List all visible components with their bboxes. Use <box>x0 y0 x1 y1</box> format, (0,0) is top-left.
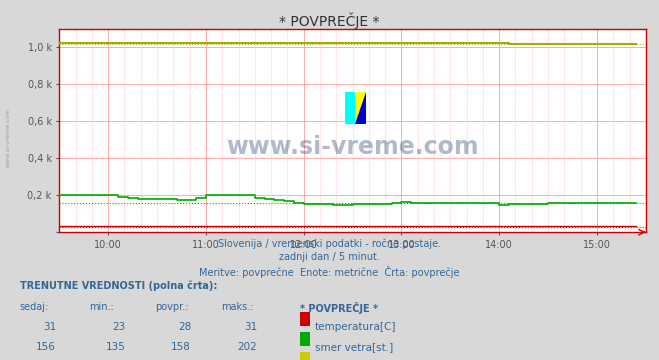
Text: min.:: min.: <box>89 302 114 312</box>
FancyBboxPatch shape <box>345 92 355 125</box>
Text: 31: 31 <box>43 322 56 332</box>
Text: www.si-vreme.com: www.si-vreme.com <box>5 107 11 167</box>
Text: povpr.:: povpr.: <box>155 302 188 312</box>
Text: 202: 202 <box>237 342 257 352</box>
Text: www.si-vreme.com: www.si-vreme.com <box>226 135 479 159</box>
Text: zadnji dan / 5 minut.: zadnji dan / 5 minut. <box>279 252 380 262</box>
Text: 156: 156 <box>36 342 56 352</box>
Text: * POVPREČJE *: * POVPREČJE * <box>300 302 378 314</box>
Text: temperatura[C]: temperatura[C] <box>315 322 397 332</box>
Text: 23: 23 <box>112 322 125 332</box>
Text: Meritve: povprečne  Enote: metrične  Črta: povprečje: Meritve: povprečne Enote: metrične Črta:… <box>199 266 460 278</box>
Text: Slovenija / vremenski podatki - ročne postaje.: Slovenija / vremenski podatki - ročne po… <box>218 238 441 249</box>
Text: 31: 31 <box>244 322 257 332</box>
Text: * POVPREČJE *: * POVPREČJE * <box>279 13 380 29</box>
Text: TRENUTNE VREDNOSTI (polna črta):: TRENUTNE VREDNOSTI (polna črta): <box>20 281 217 291</box>
Text: 135: 135 <box>105 342 125 352</box>
Text: 158: 158 <box>171 342 191 352</box>
Polygon shape <box>355 92 366 125</box>
FancyBboxPatch shape <box>345 92 366 125</box>
Text: 28: 28 <box>178 322 191 332</box>
Text: sedaj:: sedaj: <box>20 302 49 312</box>
Text: smer vetra[st.]: smer vetra[st.] <box>315 342 393 352</box>
Text: maks.:: maks.: <box>221 302 253 312</box>
